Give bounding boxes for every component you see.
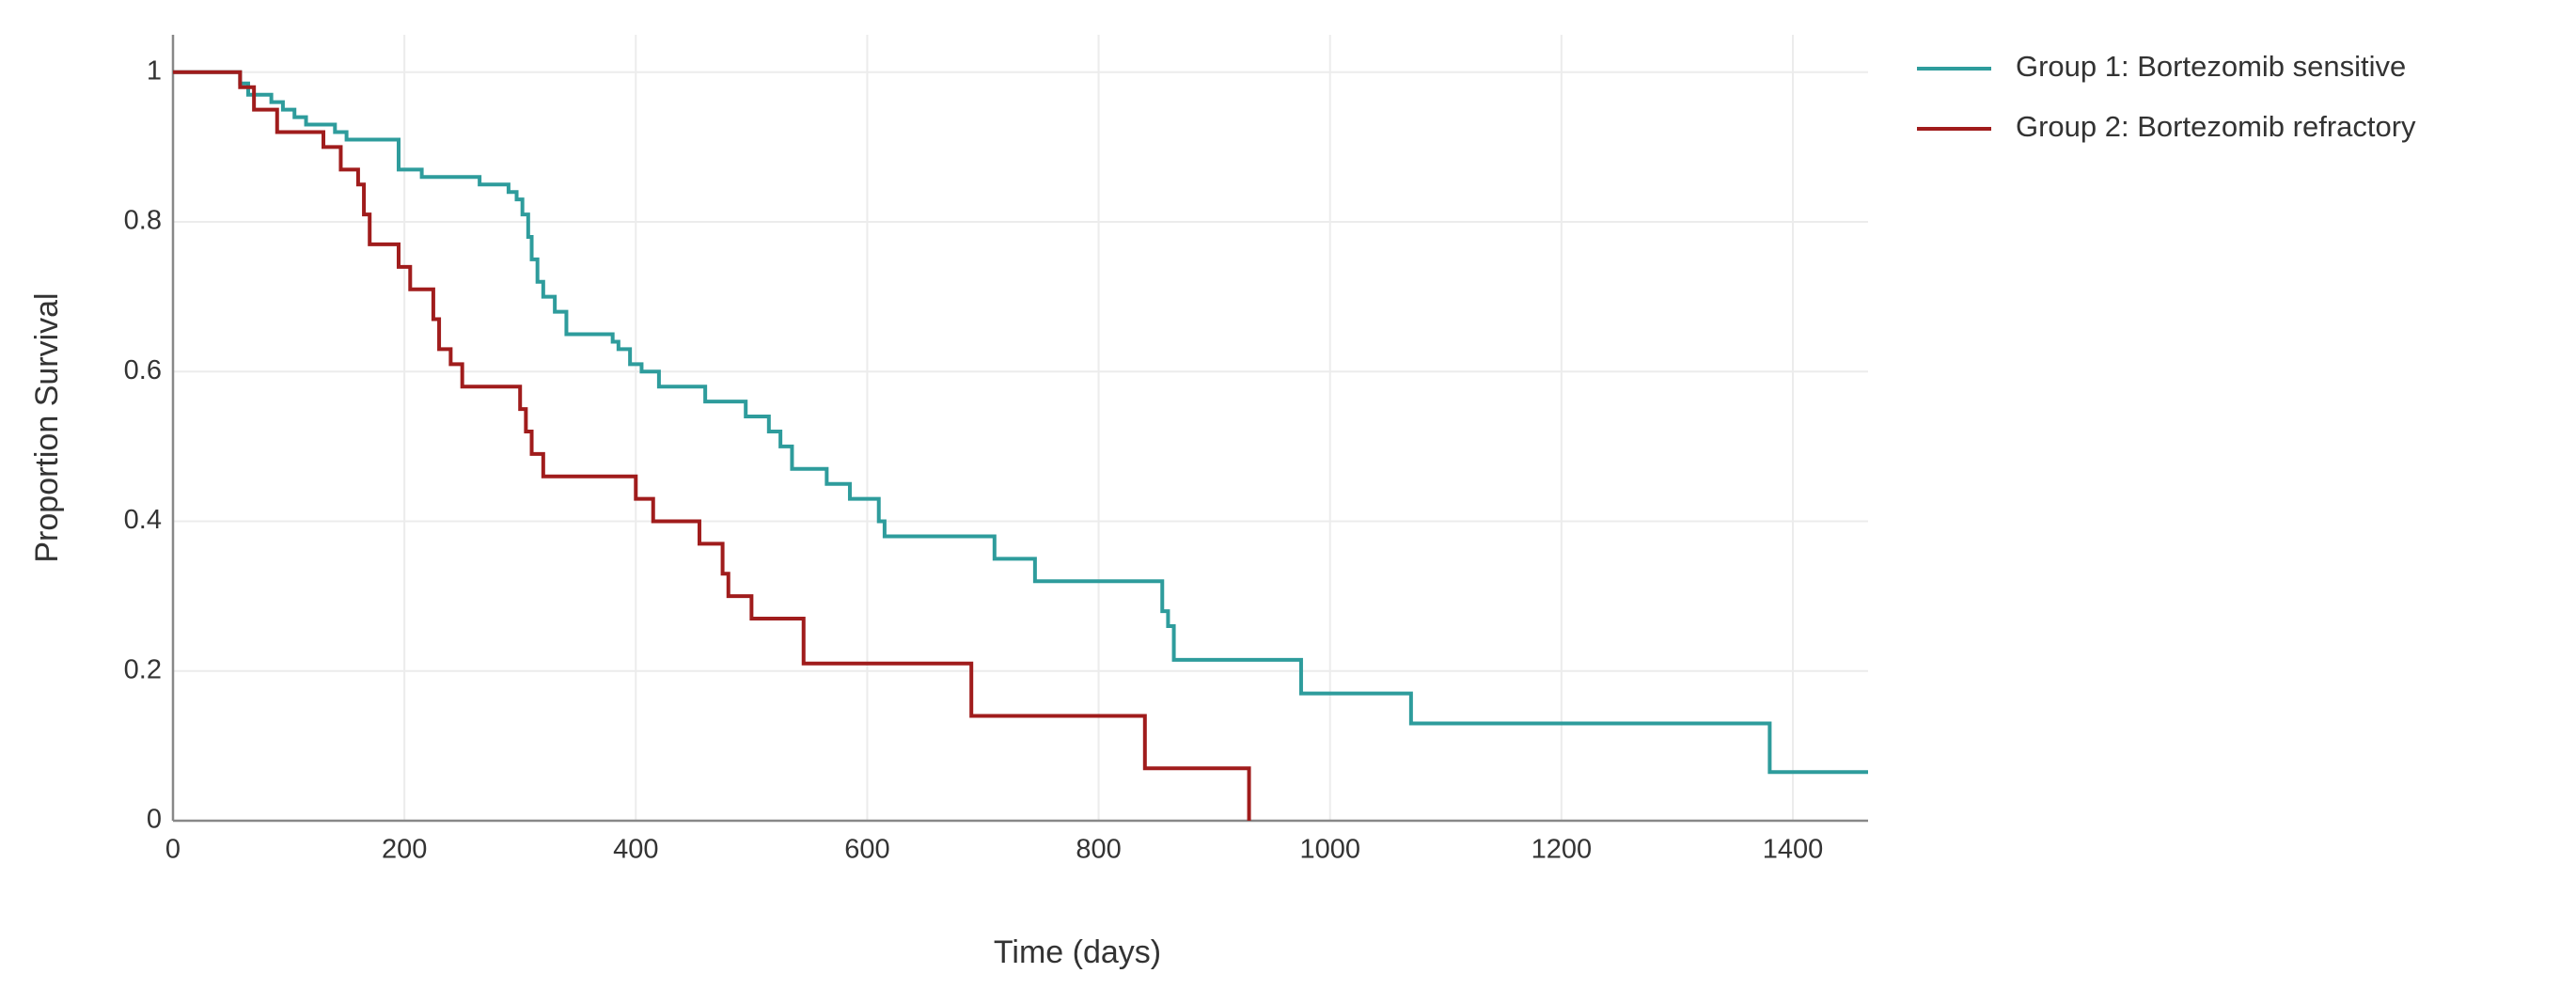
x-axis-label: Time (days) (994, 934, 1161, 970)
x-tick-label: 200 (382, 835, 427, 865)
y-axis-label: Proportion Survival (29, 292, 65, 562)
x-tick-label: 600 (844, 835, 889, 865)
y-tick-label: 0 (147, 805, 162, 835)
x-tick-label: 1200 (1531, 835, 1593, 865)
y-tick-label: 0.8 (124, 206, 162, 236)
y-tick-label: 0.6 (124, 355, 162, 385)
survival-line (173, 70, 1868, 775)
legend-label: Group 1: Bortezomib sensitive (2016, 50, 2406, 83)
y-tick-label: 0.2 (124, 654, 162, 684)
legend-label: Group 2: Bortezomib refractory (2016, 110, 2416, 143)
survival-line (173, 70, 1251, 821)
x-tick-label: 1400 (1763, 835, 1824, 865)
x-tick-label: 0 (165, 835, 181, 865)
x-tick-label: 800 (1076, 835, 1121, 865)
x-tick-label: 400 (613, 835, 658, 865)
y-tick-label: 0.4 (124, 505, 162, 535)
y-tick-label: 1 (147, 55, 162, 86)
x-tick-label: 1000 (1299, 835, 1360, 865)
